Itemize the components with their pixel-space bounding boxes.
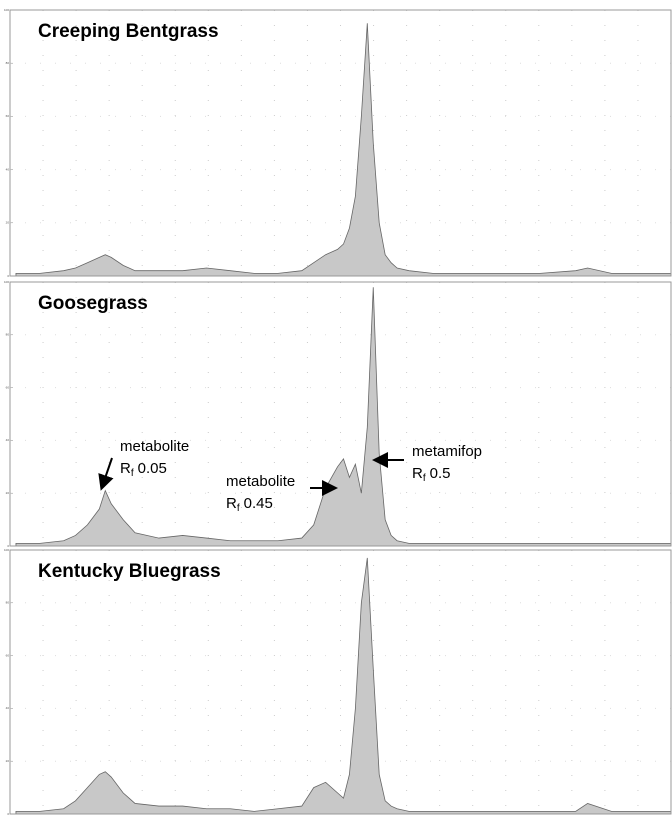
y-tick-label: 40 <box>6 706 10 710</box>
panel-title: Goosegrass <box>38 293 148 314</box>
panel-frame <box>9 549 672 815</box>
y-tick-label: 60 <box>6 114 10 118</box>
y-tick-label: 60 <box>6 653 10 657</box>
y-tick-label: 80 <box>6 333 10 337</box>
rf-value: 0.45 <box>244 495 273 512</box>
rf-subscript: f <box>423 473 426 484</box>
annotation-rf: Rf 0.5 <box>412 465 450 484</box>
panel-frame <box>9 281 672 547</box>
y-tick-label: 80 <box>6 601 10 605</box>
annotation-label: metabolite <box>120 438 189 455</box>
y-tick-label: 80 <box>6 61 10 65</box>
panel-frame <box>9 9 672 277</box>
rf-subscript: f <box>131 468 134 479</box>
y-tick-label: 100 <box>4 280 9 284</box>
annotation-arrow <box>98 457 114 491</box>
panel-title: Creeping Bentgrass <box>38 21 219 42</box>
y-tick-label: 20 <box>6 491 10 495</box>
annotation-label: metabolite <box>226 473 295 490</box>
rf-symbol: R <box>412 465 423 482</box>
rf-value: 0.5 <box>430 465 451 482</box>
rf-symbol: R <box>120 460 131 477</box>
y-tick-label: 100 <box>4 548 9 552</box>
y-tick-label: 40 <box>6 438 10 442</box>
y-tick-label: 20 <box>6 759 10 763</box>
rf-subscript: f <box>237 503 240 514</box>
annotation-rf: Rf 0.45 <box>226 495 273 514</box>
chromatogram-area <box>15 287 672 547</box>
chromatogram-area <box>15 23 672 277</box>
y-tick-label: 0 <box>7 544 9 548</box>
y-tick-label: 20 <box>6 221 10 225</box>
y-tick-label: 0 <box>7 812 9 816</box>
y-tick-label: 60 <box>6 385 10 389</box>
y-tick-label: 40 <box>6 167 10 171</box>
y-tick-label: 0 <box>7 274 9 278</box>
annotation-rf: Rf 0.05 <box>120 460 167 479</box>
chromatogram-area <box>15 557 672 815</box>
y-tick-label: 100 <box>4 8 9 12</box>
panel-title: Kentucky Bluegrass <box>38 561 221 582</box>
rf-value: 0.05 <box>138 460 167 477</box>
annotation-label: metamifop <box>412 443 482 460</box>
rf-symbol: R <box>226 495 237 512</box>
